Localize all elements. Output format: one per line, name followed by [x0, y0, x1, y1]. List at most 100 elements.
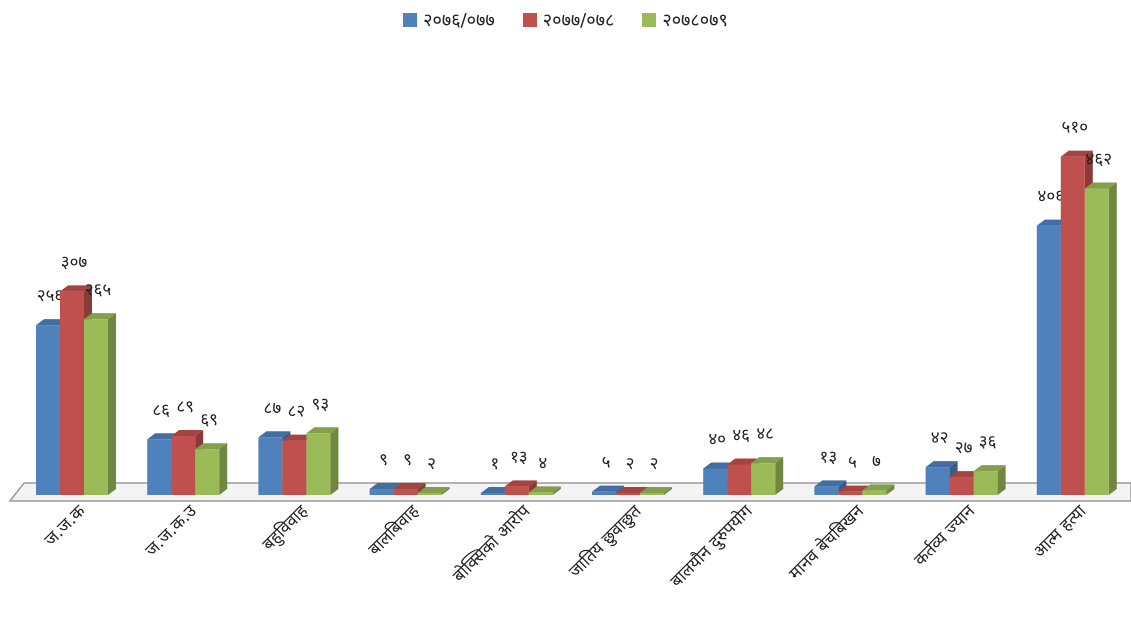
- data-label-2-3: ८२: [288, 402, 306, 422]
- bar-2-4: [393, 489, 418, 495]
- category-label-8: मानव बेचबिखन: [785, 500, 869, 584]
- bar-1-6: [592, 491, 616, 495]
- bar-side-3-8: [886, 484, 895, 495]
- data-label-2-2: ८९: [176, 397, 194, 417]
- data-label-2-5: १३: [510, 447, 528, 467]
- data-label-3-1: २६५: [85, 280, 112, 300]
- bar-top-3-5: [528, 486, 561, 493]
- bar-1-8: [814, 486, 839, 495]
- data-label-3-8: ७: [872, 451, 881, 471]
- data-label-1-5: १: [490, 454, 499, 474]
- bar-top-2-6: [616, 487, 648, 493]
- legend-swatch-series-2: [522, 13, 537, 27]
- bar-2-6: [616, 493, 640, 495]
- data-label-3-3: ९३: [312, 394, 330, 414]
- bar-1-9: [925, 467, 950, 495]
- data-label-1-1: २५६: [37, 286, 64, 306]
- bar-side-3-6: [664, 487, 672, 495]
- bar-1-2: [147, 439, 172, 495]
- data-label-3-10: ४६२: [1086, 149, 1113, 169]
- data-label-2-7: ४६: [732, 425, 750, 445]
- bar-side-3-9: [997, 465, 1006, 495]
- bar-3-3: [306, 433, 331, 495]
- data-label-3-2: ६९: [200, 410, 218, 430]
- data-label-1-2: ८६: [152, 400, 170, 420]
- bar-2-9: [949, 477, 974, 495]
- bar-top-3-6: [640, 487, 672, 493]
- bar-3-2: [195, 449, 220, 495]
- bar-side-3-7: [775, 457, 784, 495]
- bar-top-1-8: [814, 480, 847, 487]
- bar-top-3-2: [195, 443, 228, 450]
- legend-swatch-series-3: [642, 13, 657, 27]
- data-label-1-9: ४२: [931, 428, 949, 448]
- bar-side-3-2: [219, 443, 228, 495]
- bar-top-3-8: [862, 484, 895, 491]
- bar-1-4: [369, 489, 394, 495]
- bar-top-1-3: [258, 431, 291, 438]
- bar-side-3-3: [330, 427, 339, 495]
- data-label-2-4: ९: [403, 450, 412, 470]
- bar-3-7: [751, 463, 776, 495]
- category-label-4: बालबिवाह: [364, 500, 424, 560]
- category-label-3: बहुविवाह: [258, 500, 313, 555]
- legend-swatch-series-1: [403, 13, 418, 27]
- bar-top-3-3: [306, 427, 339, 434]
- bar-1-5: [480, 493, 505, 495]
- bar-side-3-10: [1108, 182, 1117, 495]
- data-label-3-7: ४८: [756, 424, 774, 444]
- bar-top-3-10: [1084, 182, 1117, 189]
- bar-top-3-9: [973, 465, 1006, 472]
- legend: २०७६/०७७ २०७७/०७८ २०७८०७९: [0, 8, 1131, 32]
- data-label-2-8: ५: [848, 453, 857, 473]
- bar-3-4: [417, 493, 442, 495]
- bar-2-1: [60, 291, 84, 495]
- category-label-2: ज.ज.क.उ: [141, 501, 201, 561]
- bar-3-6: [640, 493, 664, 495]
- category-label-6: जातिय छुवाछुत: [564, 500, 645, 581]
- bar-1-3: [258, 437, 283, 495]
- bar-3-8: [862, 490, 887, 495]
- data-label-3-6: २: [650, 454, 659, 474]
- legend-label-series-1: २०७६/०७७: [423, 10, 495, 31]
- bar-top-2-10: [1060, 150, 1093, 157]
- data-label-1-10: ४०६: [1038, 187, 1065, 207]
- data-label-1-6: ५: [602, 453, 611, 473]
- category-label-7: बालयौन दुरुपयोग: [666, 500, 757, 591]
- data-label-1-8: १३: [820, 447, 838, 467]
- bar-2-10: [1060, 156, 1085, 495]
- category-label-10: आत्म हत्या: [1030, 501, 1091, 562]
- legend-label-series-2: २०७७/०७८: [542, 10, 615, 31]
- category-label-1: ज.ज.क: [41, 501, 91, 551]
- bar-top-2-7: [727, 458, 760, 465]
- bar-3-5: [528, 492, 553, 495]
- legend-item-series-2: २०७७/०७८: [522, 8, 615, 32]
- bar-top-3-7: [751, 457, 784, 464]
- data-label-2-10: ५१०: [1062, 118, 1089, 138]
- legend-item-series-1: २०७६/०७७: [403, 8, 495, 32]
- bar-top-3-4: [417, 487, 450, 493]
- bar-side-3-5: [552, 486, 561, 495]
- bar-side-3-1: [108, 313, 116, 495]
- bar-top-1-4: [369, 483, 402, 490]
- bar-1-1: [36, 325, 60, 495]
- legend-item-series-3: २०७८०७९: [642, 8, 728, 32]
- bar-1-7: [703, 468, 728, 495]
- data-label-2-6: २: [626, 454, 635, 474]
- data-label-3-4: २: [427, 454, 436, 474]
- data-label-2-1: ३०७: [61, 252, 88, 272]
- data-label-1-4: ९: [379, 450, 388, 470]
- data-label-1-3: ८७: [264, 398, 282, 418]
- data-label-1-7: ४०: [708, 429, 726, 449]
- bar-top-1-6: [592, 485, 624, 492]
- category-label-5: बोक्सिको आरोप: [448, 500, 534, 586]
- data-label-3-5: ४: [538, 453, 547, 473]
- bar-top-1-9: [925, 461, 958, 468]
- bar-1-10: [1036, 225, 1061, 495]
- data-label-3-9: ३६: [979, 432, 997, 452]
- bar-top-2-8: [838, 485, 871, 492]
- bar-2-8: [838, 491, 863, 495]
- legend-label-series-3: २०७८०७९: [662, 10, 728, 31]
